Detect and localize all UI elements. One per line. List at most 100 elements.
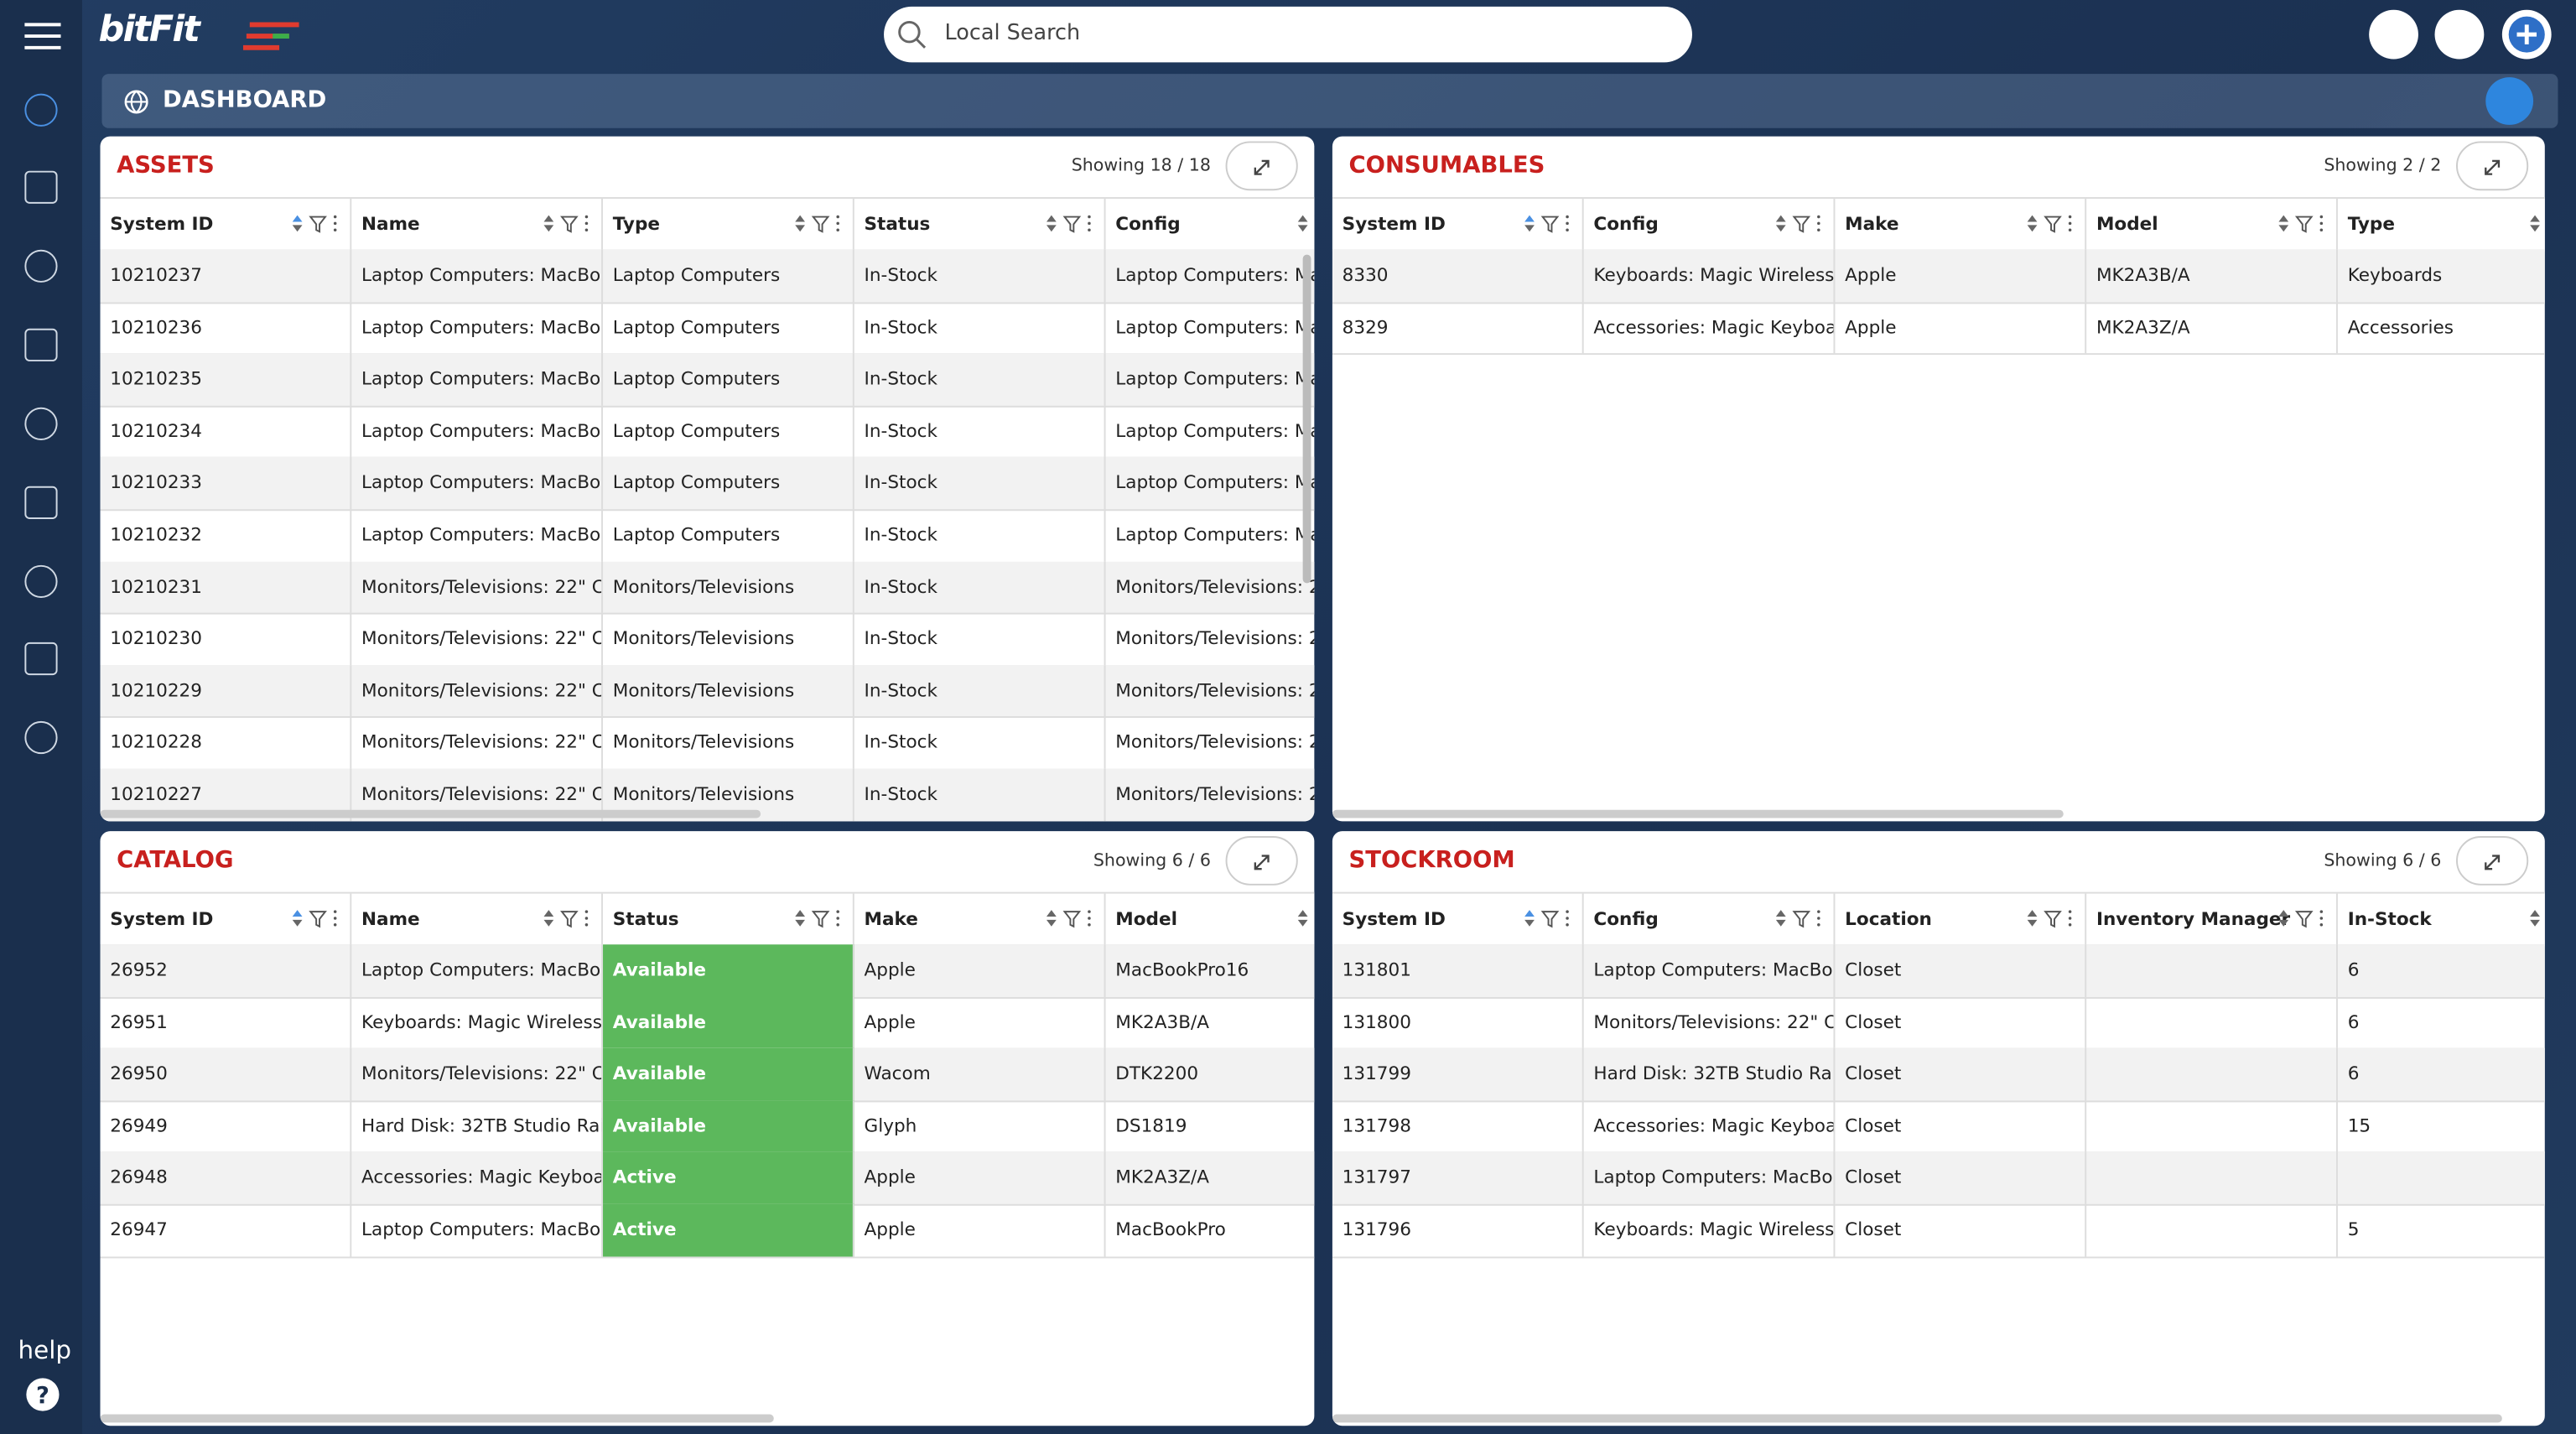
nav-icon[interactable] (24, 170, 58, 204)
table-cell: Laptop Computers: Ma (1106, 509, 1314, 561)
panel-title: CONSUMABLES (1348, 153, 1545, 179)
sort-filter-icons[interactable] (2026, 907, 2082, 929)
table-row[interactable]: 26952 Laptop Computers: MacBo... Available… (100, 944, 1315, 999)
table-row[interactable]: 26948 Accessories: Magic Keyboar... Active… (100, 1151, 1315, 1206)
table-row[interactable]: 10210237 Laptop Computers: MacBo... Laptop… (100, 249, 1315, 304)
table-row[interactable]: 131798 Accessories: Magic Keyboar... Close… (1332, 1099, 2545, 1154)
column-header[interactable]: Status (603, 893, 854, 945)
horizontal-scrollbar[interactable] (100, 1414, 774, 1423)
sort-filter-icons[interactable] (543, 212, 599, 235)
nav-icon[interactable] (24, 249, 58, 283)
table-row[interactable]: 131801 Laptop Computers: MacBo... Closet 6 (1332, 944, 2545, 999)
column-header[interactable]: In-Stock (2338, 894, 2545, 945)
column-header[interactable]: Location (1835, 893, 2087, 945)
panel: ASSETS Showing 18 / 18 System ID Name Type St… (100, 136, 1315, 822)
flag-button[interactable] (2369, 9, 2418, 60)
sort-filter-icons[interactable] (1045, 907, 1101, 929)
column-header[interactable]: Type (603, 199, 854, 250)
column-header[interactable]: Config (1584, 199, 1836, 250)
table-row[interactable]: 10210229 Monitors/Televisions: 22" C... Mo… (100, 664, 1315, 719)
column-header[interactable]: Model (2086, 199, 2338, 250)
column-header[interactable]: Inventory Manager (2086, 893, 2338, 945)
table-row[interactable]: 10210234 Laptop Computers: MacBo... Laptop… (100, 405, 1315, 460)
column-header[interactable]: Name (351, 199, 604, 250)
column-header[interactable]: Status (854, 199, 1106, 250)
table-row[interactable]: 26951 Keyboards: Magic Wireless ... Availa… (100, 996, 1315, 1051)
column-header[interactable]: System ID (1332, 893, 1584, 945)
sort-filter-icons[interactable] (2026, 212, 2082, 235)
table-row[interactable]: 131799 Hard Disk: 32TB Studio Rai... Close… (1332, 1048, 2545, 1102)
column-header[interactable]: Type (2338, 199, 2545, 250)
column-header[interactable]: System ID (101, 893, 352, 945)
column-header[interactable]: Config (1106, 199, 1315, 250)
table-row[interactable]: 10210228 Monitors/Televisions: 22" C... Mo… (100, 716, 1315, 771)
sort-filter-icons[interactable] (543, 907, 599, 929)
table-row[interactable]: 10210236 Laptop Computers: MacBo... Laptop… (100, 301, 1315, 356)
table-row[interactable]: 26947 Laptop Computers: MacBo... Active App… (100, 1203, 1315, 1258)
sort-filter-icons[interactable] (291, 212, 347, 235)
horizontal-scrollbar[interactable] (1332, 1414, 2502, 1423)
table-row[interactable]: 10210230 Monitors/Televisions: 22" C... Mo… (100, 612, 1315, 667)
expand-button[interactable] (2456, 141, 2529, 191)
table-row[interactable]: 131800 Monitors/Televisions: 22" C... Clos… (1332, 996, 2545, 1051)
sort-filter-icons[interactable] (2277, 212, 2333, 235)
vertical-scrollbar[interactable] (1302, 254, 1311, 584)
sort-filter-icons[interactable] (1296, 212, 1315, 235)
table-header: System ID Config Location Inventory Manager… (1332, 891, 2545, 947)
add-button[interactable] (2501, 9, 2552, 60)
table-cell (2086, 1099, 2338, 1152)
nav-icon[interactable] (24, 486, 58, 519)
nav-icon[interactable] (24, 407, 58, 440)
help-label[interactable]: help (18, 1335, 72, 1365)
nav-icon[interactable] (24, 564, 58, 599)
sort-filter-icons[interactable] (2277, 907, 2333, 929)
table-row[interactable]: 26950 Monitors/Televisions: 22" C... Avail… (100, 1048, 1315, 1102)
help-icon[interactable]: ? (24, 1376, 60, 1412)
column-header[interactable]: Name (351, 893, 604, 945)
table-row[interactable]: 8330 Keyboards: Magic Wireless ... Apple MK… (1332, 249, 2545, 304)
table-row[interactable]: 10210231 Monitors/Televisions: 22" C... Mo… (100, 561, 1315, 615)
table-cell: Monitors/Televisions (603, 612, 854, 665)
table-row[interactable]: 131797 Laptop Computers: MacBo... Closet (1332, 1151, 2545, 1206)
nav-icon[interactable] (24, 720, 58, 755)
sort-filter-icons[interactable] (291, 907, 347, 929)
user-button[interactable] (2434, 9, 2485, 60)
expand-button[interactable] (1225, 141, 1298, 191)
table-row[interactable]: 10210233 Laptop Computers: MacBo... Laptop… (100, 457, 1315, 512)
nav-icon[interactable] (24, 642, 58, 676)
sort-filter-icons[interactable] (793, 907, 849, 929)
table-row[interactable]: 10210235 Laptop Computers: MacBo... Laptop… (100, 353, 1315, 408)
column-header[interactable]: Config (1584, 893, 1836, 945)
logo[interactable]: bitFit (98, 9, 200, 51)
horizontal-scrollbar[interactable] (100, 809, 761, 818)
table-cell: Hard Disk: 32TB Studio Rai... (351, 1099, 604, 1152)
table-row[interactable]: 10210232 Laptop Computers: MacBo... Laptop… (100, 509, 1315, 564)
column-title: Config (1593, 908, 1659, 930)
sort-filter-icons[interactable] (1774, 212, 1831, 235)
edit-button[interactable] (2485, 77, 2534, 125)
horizontal-scrollbar[interactable] (1332, 809, 2064, 818)
table-row[interactable]: 8329 Accessories: Magic Keyboar... Apple MK… (1332, 301, 2545, 356)
nav-icon[interactable] (24, 328, 58, 361)
expand-button[interactable] (1225, 836, 1298, 886)
table-row[interactable]: 26949 Hard Disk: 32TB Studio Rai... Availa… (100, 1099, 1315, 1154)
menu-button[interactable] (23, 20, 62, 53)
column-header[interactable]: Make (1835, 199, 2087, 250)
column-header[interactable]: System ID (1332, 199, 1584, 250)
column-header[interactable]: Make (854, 893, 1106, 945)
table-row[interactable]: 131796 Keyboards: Magic Wireless ... Close… (1332, 1203, 2545, 1258)
nav-icon[interactable] (24, 93, 58, 127)
expand-button[interactable] (2456, 836, 2529, 886)
sort-filter-icons[interactable] (793, 212, 849, 235)
sort-filter-icons[interactable] (2528, 907, 2545, 929)
column-header[interactable]: Model (1106, 894, 1315, 945)
sort-filter-icons[interactable] (1523, 907, 1579, 929)
sort-filter-icons[interactable] (1774, 907, 1831, 929)
table-cell: Apple (854, 1203, 1106, 1256)
column-header[interactable]: System ID (101, 199, 352, 250)
search-box[interactable]: Local Search (884, 6, 1692, 63)
sort-filter-icons[interactable] (1523, 212, 1579, 235)
sort-filter-icons[interactable] (2528, 212, 2545, 235)
sort-filter-icons[interactable] (1045, 212, 1101, 235)
sort-filter-icons[interactable] (1296, 907, 1315, 929)
